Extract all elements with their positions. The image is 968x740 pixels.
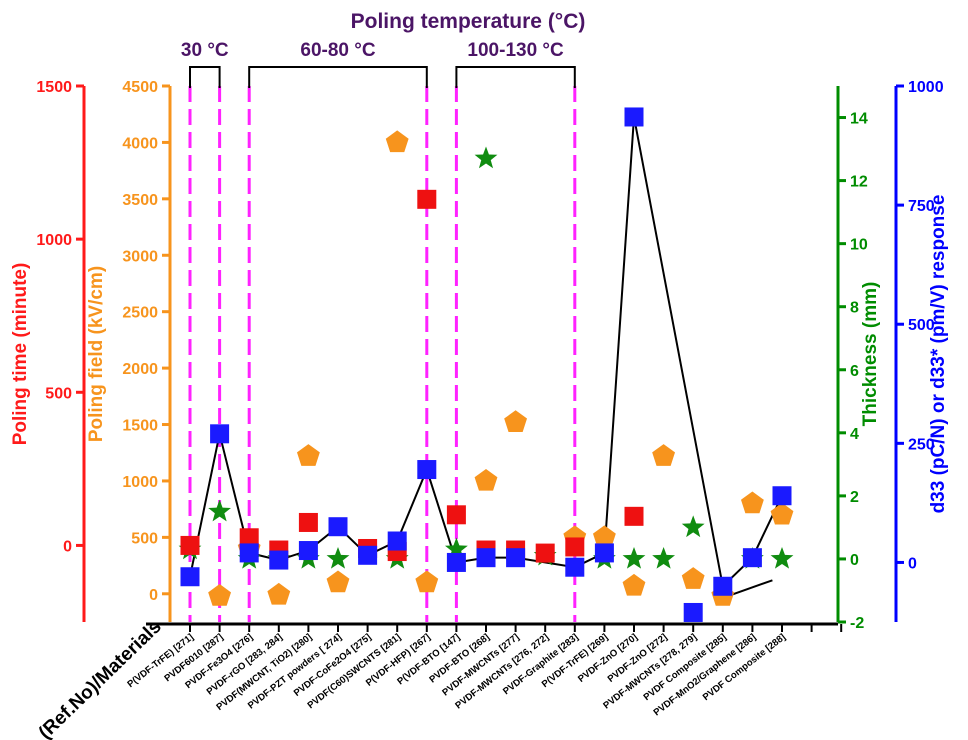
thickness-tick-label: 10 bbox=[850, 237, 868, 254]
d33-tick-label: 1000 bbox=[908, 79, 944, 96]
field-tick-label: 1000 bbox=[122, 474, 158, 491]
group-bracket bbox=[248, 66, 428, 88]
d33-marker bbox=[210, 424, 230, 444]
poling-field-marker bbox=[326, 570, 350, 593]
thickness-marker bbox=[444, 537, 468, 560]
thickness-tick-label: -2 bbox=[850, 615, 864, 632]
d33-axis-title: d33 (pC/N) or d33* (pm/V) response bbox=[928, 195, 949, 514]
poling-time-marker bbox=[239, 528, 259, 548]
d33-tick-label: 250 bbox=[908, 436, 935, 453]
thickness-axis-title: Thickness (mm) bbox=[860, 282, 881, 427]
poling-time-marker bbox=[417, 189, 437, 209]
thickness-marker bbox=[474, 146, 498, 169]
temperature-groups: 30 °C 60-80 °C 100-130 °C bbox=[181, 40, 577, 622]
poling-field-marker bbox=[770, 502, 794, 525]
d33-marker bbox=[358, 545, 378, 565]
group-label: 60-80 °C bbox=[300, 40, 375, 61]
d33-marker bbox=[239, 543, 259, 563]
d33-marker bbox=[742, 548, 762, 568]
poling-time-marker bbox=[535, 543, 555, 563]
time-axis-title: Poling time (minute) bbox=[10, 263, 31, 446]
poling-field-marker bbox=[681, 567, 705, 589]
field-tick-label: 4000 bbox=[122, 135, 158, 152]
field-tick-label: 500 bbox=[131, 530, 158, 547]
d33-tick-label: 500 bbox=[908, 317, 935, 334]
poling-time-marker bbox=[446, 505, 466, 525]
poling-time-marker bbox=[565, 537, 585, 557]
poling-field-marker bbox=[385, 130, 409, 153]
poling-field-marker bbox=[740, 491, 764, 514]
d33-marker bbox=[298, 541, 318, 561]
thickness-marker bbox=[681, 515, 705, 538]
thickness-tick-label: 0 bbox=[850, 552, 859, 569]
group-label: 100-130 °C bbox=[467, 40, 564, 61]
data-marks bbox=[178, 107, 794, 622]
d33-marker bbox=[417, 460, 437, 480]
d33-marker bbox=[772, 486, 792, 506]
group-bracket bbox=[189, 66, 221, 88]
poling-field-marker bbox=[415, 570, 439, 593]
d33-tick-label: 750 bbox=[908, 198, 935, 215]
field-axis-title: Poling field (kV/cm) bbox=[86, 266, 107, 442]
group-bracket bbox=[455, 66, 576, 88]
thickness-marker bbox=[652, 546, 676, 569]
thickness-tick-label: 4 bbox=[850, 426, 859, 443]
poling-field-marker bbox=[652, 444, 676, 466]
d33-marker bbox=[506, 548, 526, 568]
poling-time-marker bbox=[298, 512, 318, 532]
d33-marker bbox=[683, 602, 703, 622]
time-tick-label: 1000 bbox=[36, 232, 72, 249]
thickness-tick-label: 2 bbox=[850, 489, 859, 506]
thickness-tick-label: 12 bbox=[850, 174, 868, 191]
time-tick-label: 0 bbox=[63, 538, 72, 555]
group-label: 30 °C bbox=[181, 40, 229, 61]
d33-marker bbox=[476, 548, 496, 568]
poling-field-marker bbox=[592, 525, 616, 548]
thickness-marker bbox=[326, 546, 350, 569]
thickness-marker bbox=[208, 499, 232, 522]
thickness-tick-label: 14 bbox=[850, 111, 868, 128]
field-tick-label: 4500 bbox=[122, 79, 158, 96]
thickness-tick-label: 6 bbox=[850, 363, 859, 380]
poling-field-marker bbox=[504, 410, 528, 432]
poling-time-marker bbox=[624, 506, 644, 526]
time-tick-label: 500 bbox=[45, 385, 72, 402]
d33-marker bbox=[328, 517, 348, 537]
field-tick-label: 0 bbox=[149, 587, 158, 604]
field-tick-label: 2500 bbox=[122, 305, 158, 322]
d33-marker bbox=[387, 531, 407, 551]
thickness-marker bbox=[770, 546, 794, 569]
d33-marker bbox=[594, 543, 614, 563]
thickness-tick-label: 8 bbox=[850, 300, 859, 317]
thickness-marker bbox=[622, 546, 646, 569]
field-tick-label: 2000 bbox=[122, 361, 158, 378]
d33-marker bbox=[565, 557, 585, 577]
d33-tick-label: 0 bbox=[908, 555, 917, 572]
d33-marker bbox=[713, 576, 733, 596]
poling-time-marker bbox=[180, 535, 200, 555]
poling-field-marker bbox=[267, 582, 291, 605]
d33-marker bbox=[269, 550, 289, 570]
poling-field-marker bbox=[622, 573, 646, 596]
composite-connector-line bbox=[732, 579, 773, 596]
field-tick-label: 3000 bbox=[122, 248, 158, 265]
x-axis: P(VDF-TrFE) [271]PVDF6010 [287]PVDF-Fe3O… bbox=[125, 622, 843, 718]
poling-field-marker bbox=[208, 584, 232, 606]
d33-marker bbox=[446, 552, 466, 572]
poling-field-marker bbox=[474, 468, 498, 491]
d33-marker bbox=[624, 107, 644, 127]
field-tick-label: 3500 bbox=[122, 192, 158, 209]
time-tick-label: 1500 bbox=[36, 79, 72, 96]
poling-field-marker bbox=[296, 444, 320, 466]
field-tick-label: 1500 bbox=[122, 418, 158, 435]
chart-title: Poling temperature (°C) bbox=[351, 10, 586, 33]
d33-marker bbox=[180, 567, 200, 587]
